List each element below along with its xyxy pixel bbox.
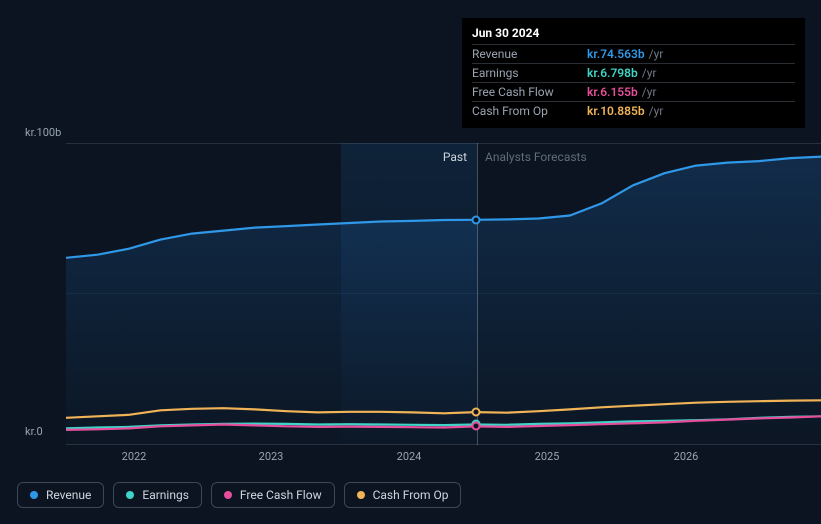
- legend-item[interactable]: Free Cash Flow: [211, 482, 335, 508]
- legend-dot-icon: [224, 491, 232, 499]
- series-marker: [471, 215, 480, 224]
- y-axis-label-max: kr.100b: [25, 126, 61, 139]
- chart-legend: Revenue Earnings Free Cash Flow Cash From O…: [17, 482, 461, 508]
- segment-label-forecast: Analysts Forecasts: [485, 150, 587, 164]
- tooltip-metric-value: kr.74.563b: [587, 47, 645, 61]
- x-axis-label: 2024: [397, 450, 422, 463]
- legend-dot-icon: [357, 491, 365, 499]
- tooltip-metric-value: kr.6.798b: [587, 66, 638, 80]
- tooltip-metric-label: Revenue: [472, 47, 587, 61]
- legend-item-label: Earnings: [142, 488, 189, 502]
- x-axis-label: 2026: [674, 450, 699, 463]
- tooltip-value-suffix: /yr: [649, 47, 664, 61]
- legend-item-label: Cash From Op: [373, 488, 449, 502]
- tooltip-row: Earningskr.6.798b/yr: [472, 63, 795, 82]
- legend-item-label: Revenue: [46, 488, 91, 502]
- tooltip-metric-value: kr.6.155b: [587, 85, 638, 99]
- tooltip-row: Free Cash Flowkr.6.155b/yr: [472, 82, 795, 101]
- past-forecast-divider: [477, 143, 478, 445]
- x-axis-label: 2022: [122, 450, 147, 463]
- tooltip-metric-value: kr.10.885b: [587, 104, 645, 118]
- tooltip-metric-label: Earnings: [472, 66, 587, 80]
- tooltip-value-suffix: /yr: [642, 85, 657, 99]
- tooltip-value-suffix: /yr: [642, 66, 657, 80]
- series-marker: [471, 408, 480, 417]
- tooltip-metric-label: Free Cash Flow: [472, 85, 587, 99]
- tooltip-date: Jun 30 2024: [472, 26, 795, 44]
- tooltip-row: Cash From Opkr.10.885b/yr: [472, 101, 795, 120]
- legend-dot-icon: [30, 491, 38, 499]
- x-axis-label: 2025: [535, 450, 560, 463]
- legend-item-label: Free Cash Flow: [240, 488, 322, 502]
- series-marker: [471, 422, 480, 431]
- x-axis-label: 2023: [259, 450, 284, 463]
- legend-item[interactable]: Revenue: [17, 482, 104, 508]
- tooltip-row: Revenuekr.74.563b/yr: [472, 44, 795, 63]
- segment-label-past: Past: [417, 150, 467, 164]
- data-tooltip: Jun 30 2024 Revenuekr.74.563b/yrEarnings…: [462, 18, 805, 128]
- tooltip-metric-label: Cash From Op: [472, 104, 587, 118]
- chart-plot-svg: [66, 143, 821, 445]
- legend-item[interactable]: Earnings: [113, 482, 202, 508]
- y-axis-label-min: kr.0: [25, 425, 43, 438]
- legend-item[interactable]: Cash From Op: [344, 482, 462, 508]
- tooltip-value-suffix: /yr: [649, 104, 664, 118]
- legend-dot-icon: [126, 491, 134, 499]
